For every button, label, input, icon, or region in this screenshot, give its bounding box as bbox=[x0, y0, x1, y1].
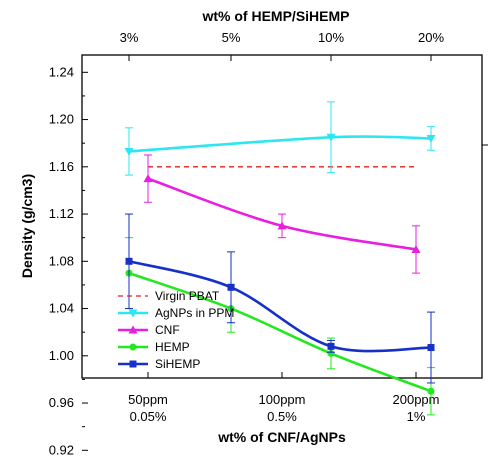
data-point bbox=[426, 134, 436, 143]
y-tick-label: 1.24 bbox=[49, 64, 74, 79]
top-axis-title: wt% of HEMP/SiHEMP bbox=[201, 8, 349, 24]
legend: Virgin PBAT AgNPs in PPM CNF HEMP SiHEMP bbox=[118, 289, 234, 371]
data-point bbox=[411, 244, 421, 253]
y-tick-label: 1.00 bbox=[49, 348, 74, 363]
top-tick-label: 3% bbox=[120, 30, 139, 45]
y-tick-labels: 0.92 0.96 1.00 1.04 1.08 1.12 1.16 1.20 1.24 bbox=[49, 64, 74, 457]
series-line bbox=[128, 135, 432, 153]
data-point bbox=[128, 309, 138, 318]
data-point bbox=[124, 147, 134, 156]
series-line bbox=[128, 271, 432, 393]
data-point bbox=[129, 360, 137, 368]
y-tick-label: 1.04 bbox=[49, 301, 74, 316]
data-point bbox=[128, 325, 138, 334]
legend-item: Virgin PBAT bbox=[118, 289, 220, 303]
legend-item: SiHEMP bbox=[118, 357, 200, 371]
data-point bbox=[143, 174, 153, 183]
top-tick-label: 10% bbox=[318, 30, 344, 45]
y-tick-label: 0.92 bbox=[49, 442, 74, 457]
legend-label: Virgin PBAT bbox=[155, 289, 220, 303]
top-tick-label: 5% bbox=[222, 30, 241, 45]
legend-item: HEMP bbox=[118, 340, 190, 354]
legend-label: CNF bbox=[155, 323, 180, 337]
legend-item: AgNPs in PPM bbox=[118, 306, 234, 320]
y-tick-label: 1.16 bbox=[49, 159, 74, 174]
series-group bbox=[124, 101, 436, 416]
data-point bbox=[277, 221, 287, 230]
series-line bbox=[128, 260, 432, 353]
bottom-tick-sublabel: 1% bbox=[407, 409, 426, 424]
bottom-tick-sublabel: 0.5% bbox=[267, 409, 297, 424]
data-point bbox=[326, 133, 336, 142]
series-agnps-in-ppm bbox=[124, 101, 436, 176]
data-point bbox=[125, 257, 133, 265]
y-tick-label: 1.08 bbox=[49, 253, 74, 268]
series-cnf bbox=[143, 154, 421, 274]
bottom-axis-title: wt% of CNF/AgNPs bbox=[217, 429, 346, 445]
y-tick-label: 1.12 bbox=[49, 206, 74, 221]
data-point bbox=[427, 344, 435, 352]
data-point bbox=[327, 349, 335, 357]
y-axis-title: Density (g/cm3) bbox=[19, 174, 35, 278]
data-point bbox=[227, 283, 235, 291]
data-point bbox=[427, 387, 435, 395]
bottom-tick-label: 100ppm bbox=[259, 392, 306, 407]
y-tick-label: 0.96 bbox=[49, 395, 74, 410]
bottom-tick-label: 50ppm bbox=[128, 392, 168, 407]
bottom-tick-labels: 50ppm 0.05% 100ppm 0.5% 200ppm 1% bbox=[128, 392, 439, 424]
bottom-tick-label: 200ppm bbox=[393, 392, 440, 407]
bottom-tick-sublabel: 0.05% bbox=[130, 409, 167, 424]
legend-item: CNF bbox=[118, 323, 180, 337]
axis-ticks bbox=[82, 55, 488, 451]
legend-label: HEMP bbox=[155, 340, 190, 354]
legend-label: SiHEMP bbox=[155, 357, 200, 371]
top-tick-labels: 3% 5% 10% 20% bbox=[120, 30, 445, 45]
series-sihemp bbox=[125, 213, 435, 384]
data-point bbox=[129, 343, 137, 351]
y-tick-label: 1.20 bbox=[49, 112, 74, 127]
legend-label: AgNPs in PPM bbox=[155, 306, 234, 320]
data-point bbox=[327, 342, 335, 350]
top-tick-label: 20% bbox=[418, 30, 444, 45]
